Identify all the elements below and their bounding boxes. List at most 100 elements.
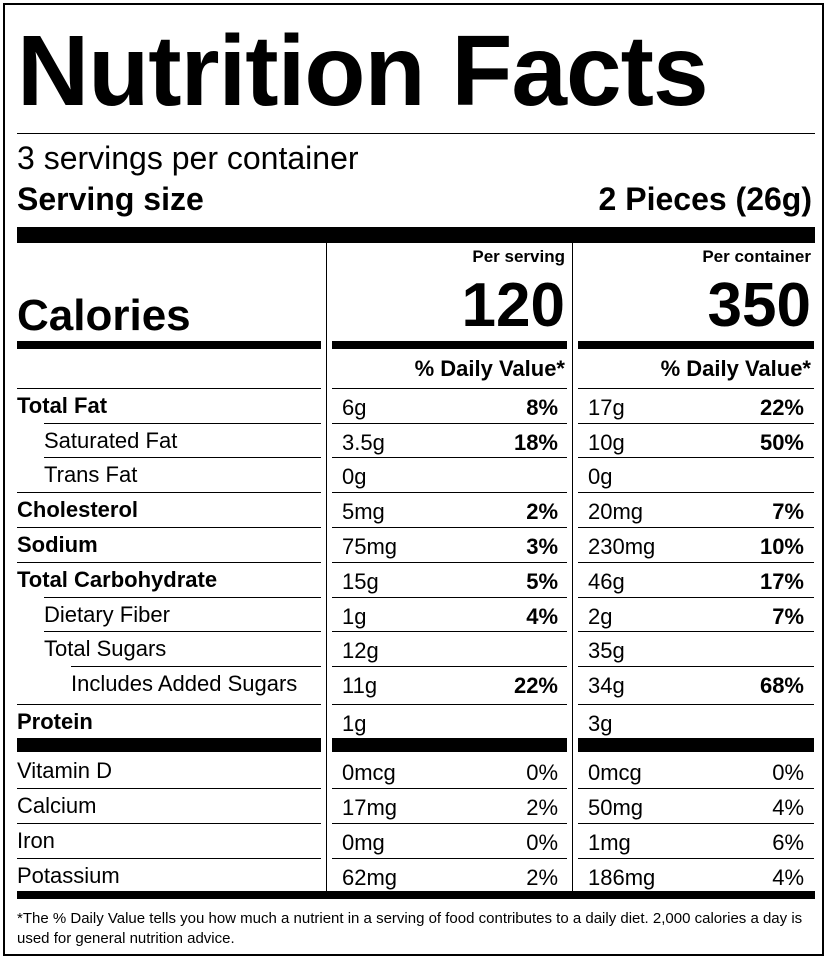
row-divider bbox=[44, 423, 321, 424]
serving-amount: 1g bbox=[342, 604, 367, 629]
container-amount: 230mg bbox=[588, 534, 656, 559]
row-divider bbox=[578, 492, 814, 493]
serving-daily-value: 2% bbox=[526, 499, 558, 524]
row-divider bbox=[332, 492, 567, 493]
serving-amount: 5mg bbox=[342, 499, 385, 524]
column-separator bbox=[572, 243, 573, 893]
row-divider bbox=[44, 457, 321, 458]
column-separator bbox=[326, 243, 327, 893]
vitamin-divider bbox=[578, 738, 814, 752]
serving-amount: 6g bbox=[342, 395, 367, 420]
row-divider bbox=[332, 388, 567, 389]
serving-daily-value: 0% bbox=[526, 830, 558, 855]
nutrient-name: Includes Added Sugars bbox=[71, 671, 298, 696]
servings-per-container: 3 servings per container bbox=[17, 140, 359, 176]
container-amount: 0g bbox=[588, 464, 613, 489]
per-container-header: Per container bbox=[702, 247, 811, 266]
container-daily-value: 4% bbox=[772, 865, 804, 890]
calories-per-container: 350 bbox=[707, 271, 811, 340]
serving-amount: 0g bbox=[342, 464, 367, 489]
serving-amount: 0mcg bbox=[342, 760, 396, 785]
row-divider bbox=[17, 823, 321, 824]
per-serving-header: Per serving bbox=[472, 247, 565, 266]
nutrient-name: Total Fat bbox=[17, 393, 108, 418]
serving-daily-value: 18% bbox=[513, 430, 558, 455]
container-daily-value: 7% bbox=[772, 604, 804, 629]
container-daily-value: 6% bbox=[772, 830, 804, 855]
row-divider bbox=[578, 562, 814, 563]
footnote: *The % Daily Value tells you how much a … bbox=[17, 910, 803, 947]
container-amount: 17g bbox=[588, 395, 625, 420]
container-daily-value: 22% bbox=[759, 395, 804, 420]
container-amount: 10g bbox=[588, 430, 625, 455]
calories-rule bbox=[578, 341, 814, 349]
calories-per-serving: 120 bbox=[461, 271, 565, 340]
calories-label: Calories bbox=[17, 291, 191, 340]
nutrition-label: Nutrition Facts 3 servings per container… bbox=[3, 3, 824, 956]
row-divider bbox=[17, 388, 321, 389]
row-divider bbox=[332, 858, 567, 859]
row-divider bbox=[332, 597, 567, 598]
row-divider bbox=[44, 597, 321, 598]
serving-amount: 62mg bbox=[342, 865, 398, 890]
serving-daily-value: 5% bbox=[526, 569, 558, 594]
serving-amount: 1g bbox=[342, 711, 367, 736]
row-divider bbox=[578, 858, 814, 859]
serving-size-label: Serving size bbox=[17, 181, 204, 217]
serving-daily-value: 0% bbox=[526, 760, 558, 785]
row-divider bbox=[332, 423, 567, 424]
serving-amount: 3.5g bbox=[342, 430, 385, 455]
serving-amount: 11g bbox=[342, 673, 378, 698]
divider bbox=[17, 133, 815, 134]
container-amount: 35g bbox=[588, 638, 625, 663]
thick-divider bbox=[17, 227, 815, 243]
row-divider bbox=[332, 562, 567, 563]
container-amount: 50mg bbox=[588, 795, 644, 820]
container-daily-value: 68% bbox=[759, 673, 804, 698]
row-divider bbox=[578, 527, 814, 528]
vitamin-name: Potassium bbox=[17, 863, 120, 888]
nutrient-name: Saturated Fat bbox=[44, 428, 178, 453]
nutrient-name: Total Carbohydrate bbox=[17, 567, 218, 592]
row-divider bbox=[332, 457, 567, 458]
row-divider bbox=[71, 666, 321, 667]
label-title: Nutrition Facts bbox=[17, 15, 709, 127]
vitamin-name: Iron bbox=[17, 828, 55, 853]
container-amount: 186mg bbox=[588, 865, 656, 890]
row-divider bbox=[578, 788, 814, 789]
nutrient-name: Sodium bbox=[17, 532, 98, 557]
container-amount: 3g bbox=[588, 711, 613, 736]
row-divider bbox=[17, 858, 321, 859]
row-divider bbox=[17, 492, 321, 493]
row-divider bbox=[578, 457, 814, 458]
row-divider bbox=[332, 704, 567, 705]
row-divider bbox=[578, 423, 814, 424]
calories-rule bbox=[332, 341, 567, 349]
vitamin-divider bbox=[332, 738, 567, 752]
row-divider bbox=[17, 788, 321, 789]
daily-value-header: % Daily Value* bbox=[414, 356, 565, 381]
row-divider bbox=[332, 823, 567, 824]
serving-amount: 15g bbox=[342, 569, 379, 594]
container-amount: 1mg bbox=[588, 830, 631, 855]
row-divider bbox=[332, 527, 567, 528]
serving-daily-value: 3% bbox=[526, 534, 558, 559]
container-daily-value: 4% bbox=[772, 795, 804, 820]
row-divider bbox=[332, 631, 567, 632]
serving-daily-value: 2% bbox=[526, 865, 558, 890]
serving-daily-value: 2% bbox=[526, 795, 558, 820]
serving-amount: 17mg bbox=[342, 795, 398, 820]
nutrient-name: Trans Fat bbox=[44, 462, 138, 487]
serving-daily-value: 22% bbox=[513, 673, 558, 698]
row-divider bbox=[17, 527, 321, 528]
nutrient-name: Cholesterol bbox=[17, 497, 139, 522]
nutrient-name: Total Sugars bbox=[44, 636, 167, 661]
serving-amount: 0mg bbox=[342, 830, 385, 855]
container-amount: 2g bbox=[588, 604, 613, 629]
row-divider bbox=[17, 562, 321, 563]
container-amount: 34g bbox=[588, 673, 625, 698]
nutrient-name: Dietary Fiber bbox=[44, 602, 170, 627]
serving-size-value: 2 Pieces (26g) bbox=[598, 181, 812, 217]
container-amount: 20mg bbox=[588, 499, 644, 524]
footer-rule bbox=[17, 891, 815, 899]
